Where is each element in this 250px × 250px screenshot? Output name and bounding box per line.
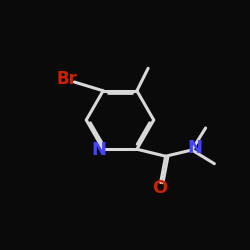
Text: N: N xyxy=(188,139,202,157)
Text: O: O xyxy=(152,179,167,197)
Text: Br: Br xyxy=(57,70,78,88)
Text: N: N xyxy=(91,142,106,160)
